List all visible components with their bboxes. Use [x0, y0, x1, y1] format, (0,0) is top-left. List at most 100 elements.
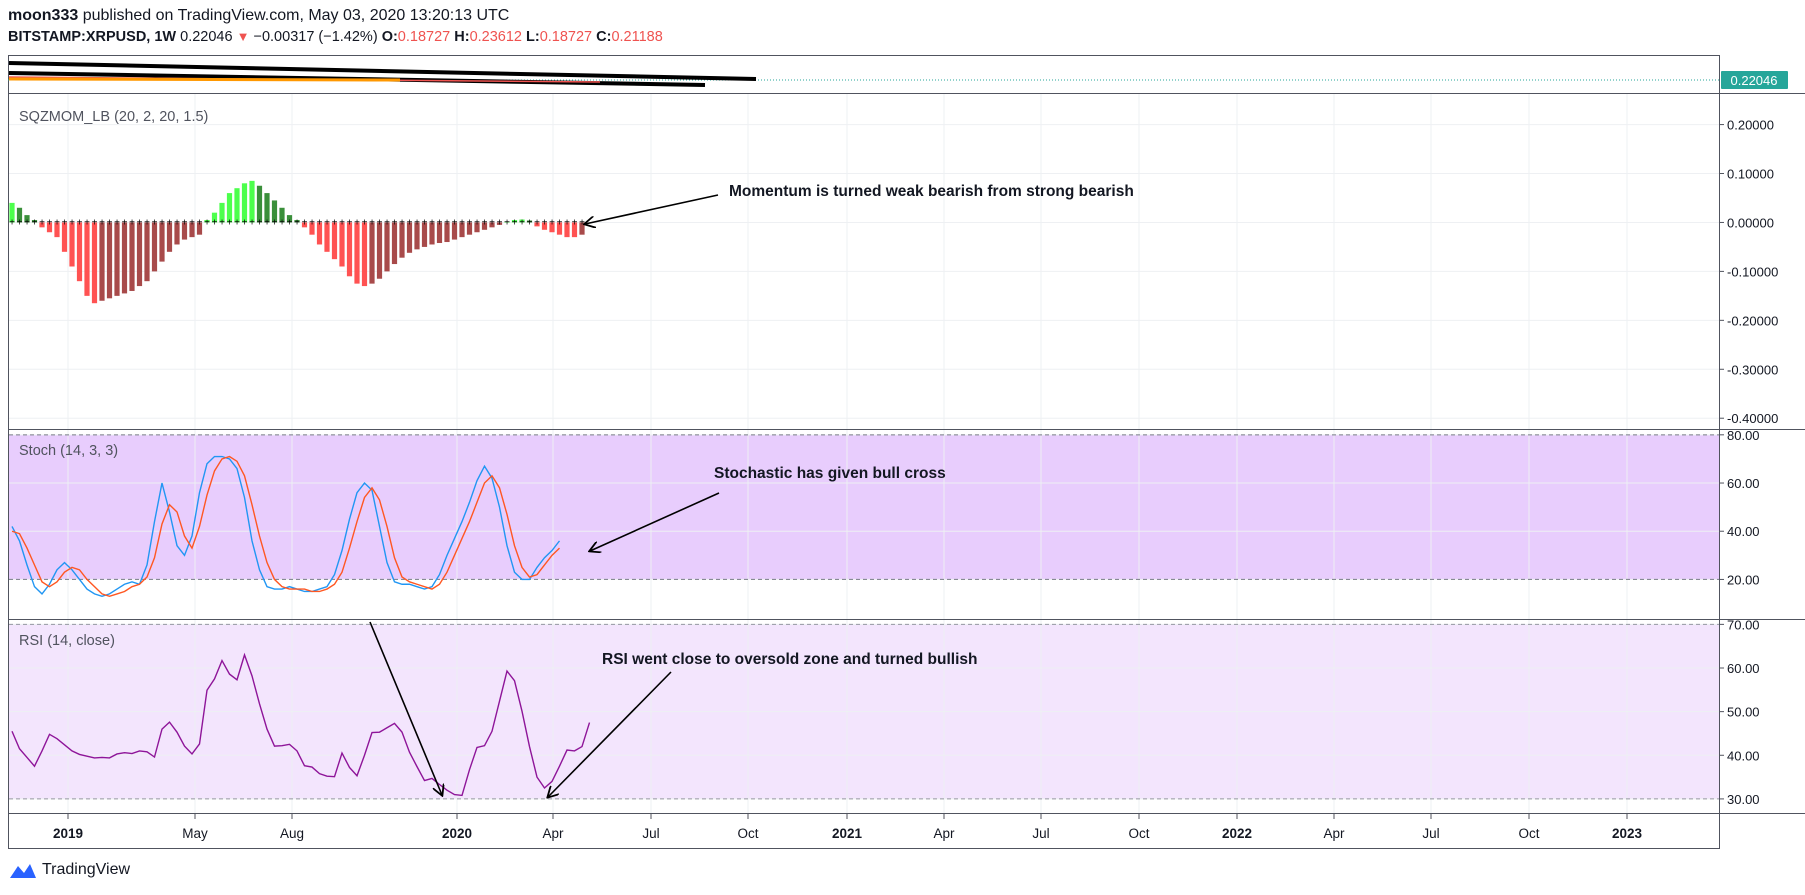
x-tick-label: Apr: [542, 826, 564, 841]
momentum-bar: [46, 222, 53, 233]
momentum-bar: [436, 222, 443, 244]
rsi-pane[interactable]: 70.00 60.00 50.00 40.00 30.00 RSI (14, close): [9, 617, 1760, 813]
momentum-bar: [61, 222, 68, 252]
symbol-line: BITSTAMP:XRPUSD, 1W 0.22046 ▼ −0.00317 (…: [8, 27, 1208, 47]
momentum-bar: [106, 222, 113, 299]
x-tick-label: Jul: [1422, 826, 1439, 841]
momentum-bar: [129, 222, 135, 291]
squeeze-dot: +: [84, 217, 90, 228]
squeeze-dot: +: [422, 217, 428, 228]
squeeze-dot: +: [527, 217, 533, 228]
rsi-bottom-arrow: [369, 621, 442, 795]
pane-title: RSI (14, close): [19, 633, 115, 649]
squeeze-dot: +: [429, 217, 435, 228]
squeeze-dot: +: [107, 217, 113, 228]
squeeze-dot: +: [32, 217, 38, 228]
momentum-bar: [511, 220, 518, 223]
squeeze-dot: +: [294, 217, 300, 228]
squeeze-dot: +: [414, 217, 420, 228]
price-badge-label: 0.22046: [1731, 73, 1778, 88]
x-tick-label: 2022: [1222, 826, 1252, 841]
squeeze-dot: +: [489, 217, 495, 228]
published-text: published on TradingView.com, May 03, 20…: [82, 7, 510, 24]
momentum-bar: [241, 183, 248, 223]
momentum-bar: [31, 220, 38, 223]
squeeze-dot: +: [189, 217, 195, 228]
momentum-bar: [481, 222, 488, 230]
price-line-orange: [8, 77, 401, 82]
x-tick-label: Oct: [1518, 826, 1539, 841]
squeeze-dot: +: [122, 217, 128, 228]
momentum-bar: [91, 222, 98, 304]
x-tick-label: Apr: [933, 826, 955, 841]
price-pane[interactable]: 0.22046: [8, 61, 1788, 89]
squeeze-dot: +: [204, 217, 210, 228]
price-badge: [1721, 71, 1788, 89]
squeeze-dot: +: [114, 217, 120, 228]
footer-brand[interactable]: TradingView: [8, 860, 130, 880]
momentum-bar: [294, 220, 300, 223]
down-arrow-icon: ▼: [236, 29, 250, 44]
momentum-bar: [391, 222, 398, 265]
squeeze-dot: +: [497, 217, 503, 228]
y-tick-label: 20.00: [1727, 572, 1760, 587]
author-name[interactable]: moon333: [8, 7, 79, 24]
brand-name: TradingView: [42, 861, 131, 878]
momentum-bar: [174, 222, 180, 245]
momentum-bar: [159, 222, 165, 262]
squeeze-dot: +: [362, 217, 368, 228]
momentum-bar: [219, 202, 225, 223]
squeeze-dot: +: [392, 217, 398, 228]
squeeze-dot: +: [437, 217, 443, 228]
squeeze-dot: +: [332, 217, 338, 228]
close-value: 0.21188: [611, 29, 663, 45]
momentum-bar: [196, 222, 203, 235]
squeeze-dot: +: [62, 217, 68, 228]
tradingview-logo-icon: [10, 864, 36, 878]
momentum-bar: [444, 222, 450, 243]
y-tick-label: -0.10000: [1727, 264, 1778, 279]
annotation-rsi[interactable]: RSI went close to oversold zone and turn…: [369, 621, 978, 797]
squeeze-dot: +: [99, 217, 105, 228]
momentum-bar: [256, 185, 263, 223]
x-tick-label: Jul: [642, 826, 659, 841]
squeeze-dot: +: [287, 217, 293, 228]
momentum-bar: [264, 193, 270, 223]
squeeze-dot: +: [182, 217, 188, 228]
momentum-bar: [114, 222, 120, 296]
last-price: 0.22046: [180, 29, 233, 45]
x-tick-label: 2019: [53, 826, 83, 841]
momentum-bar: [84, 222, 90, 296]
momentum-bar: [466, 222, 473, 235]
annotation-momentum[interactable]: Momentum is turned weak bearish from str…: [585, 183, 1134, 224]
symbol-name[interactable]: BITSTAMP:XRPUSD, 1W: [8, 29, 177, 45]
squeeze-dot: +: [452, 217, 458, 228]
squeeze-dot: +: [212, 217, 218, 228]
annotation-stoch[interactable]: Stochastic has given bull cross: [590, 465, 946, 551]
squeeze-dot: +: [324, 217, 330, 228]
momentum-bar: [211, 212, 218, 223]
x-tick-label: Oct: [737, 826, 758, 841]
squeeze-dot: +: [534, 217, 540, 228]
momentum-bar: [414, 222, 420, 250]
momentum-bar: [144, 222, 150, 282]
squeeze-dot: +: [54, 217, 60, 228]
stochastic-pane[interactable]: 80.00 60.00 40.00 20.00 Stoch (14, 3, 3): [9, 428, 1760, 619]
y-tick-label: 50.00: [1727, 705, 1760, 720]
momentum-bar: [204, 220, 210, 223]
squeeze-dot: +: [317, 217, 323, 228]
momentum-bar: [166, 222, 173, 252]
squeeze-dot: +: [467, 217, 473, 228]
squeeze-dot: +: [482, 217, 488, 228]
squeeze-dot: +: [564, 217, 570, 228]
squeeze-momentum-pane[interactable]: 0.20000 0.10000 0.00000 -0.10000 -0.20000 -0.…: [9, 94, 1778, 429]
momentum-bar: [271, 200, 278, 223]
stoch-band: [9, 434, 1719, 580]
x-tick-label: Oct: [1128, 826, 1149, 841]
momentum-bar: [121, 222, 128, 294]
time-axis[interactable]: 2019 May Aug 2020 Apr Jul Oct 2021 Apr Jul Oct 2022…: [53, 814, 1643, 841]
momentum-bar: [226, 193, 233, 223]
momentum-bar: [151, 222, 158, 272]
squeeze-dot: +: [69, 217, 75, 228]
